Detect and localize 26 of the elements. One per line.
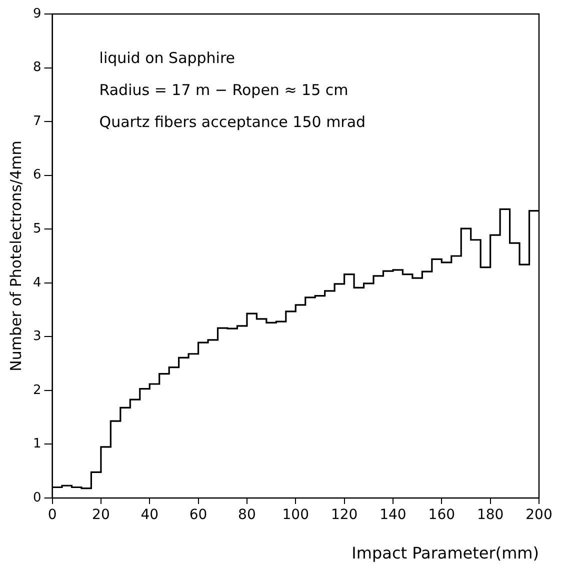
y-tick-label: 7	[32, 114, 42, 129]
annotation: liquid on Sapphire	[99, 48, 236, 67]
x-tick-label: 200	[526, 507, 552, 524]
y-tick-label: 6	[32, 168, 42, 183]
y-tick-label: 0	[32, 490, 42, 506]
x-tick-label: 20	[92, 507, 110, 524]
y-tick-label: 9	[32, 6, 42, 22]
annotation: Radius = 17 m − Ropen ≈ 15 cm	[99, 80, 348, 99]
x-tick-label: 120	[330, 507, 358, 524]
y-tick-label: 4	[32, 275, 42, 290]
x-tick-label: 40	[140, 507, 159, 524]
annotation: Quartz fibers acceptance 150 mrad	[99, 112, 366, 131]
x-axis-title: Impact Parameter(mm)	[352, 544, 539, 563]
y-axis-title: Number of Photelectrons/4mm	[6, 140, 25, 372]
x-tick-label: 140	[380, 507, 406, 524]
y-tick-label: 1	[32, 436, 42, 452]
x-tick-label: 80	[238, 507, 256, 524]
y-tick-label: 8	[32, 60, 42, 76]
y-tick-label: 5	[32, 221, 42, 236]
x-tick-label: 60	[189, 507, 208, 524]
x-tick-label: 0	[48, 507, 57, 524]
x-tick-label: 100	[282, 507, 310, 524]
y-tick-label: 3	[32, 329, 42, 344]
x-tick-label: 180	[476, 507, 504, 524]
y-tick-label: 2	[32, 382, 42, 398]
x-tick-label: 160	[428, 507, 456, 524]
